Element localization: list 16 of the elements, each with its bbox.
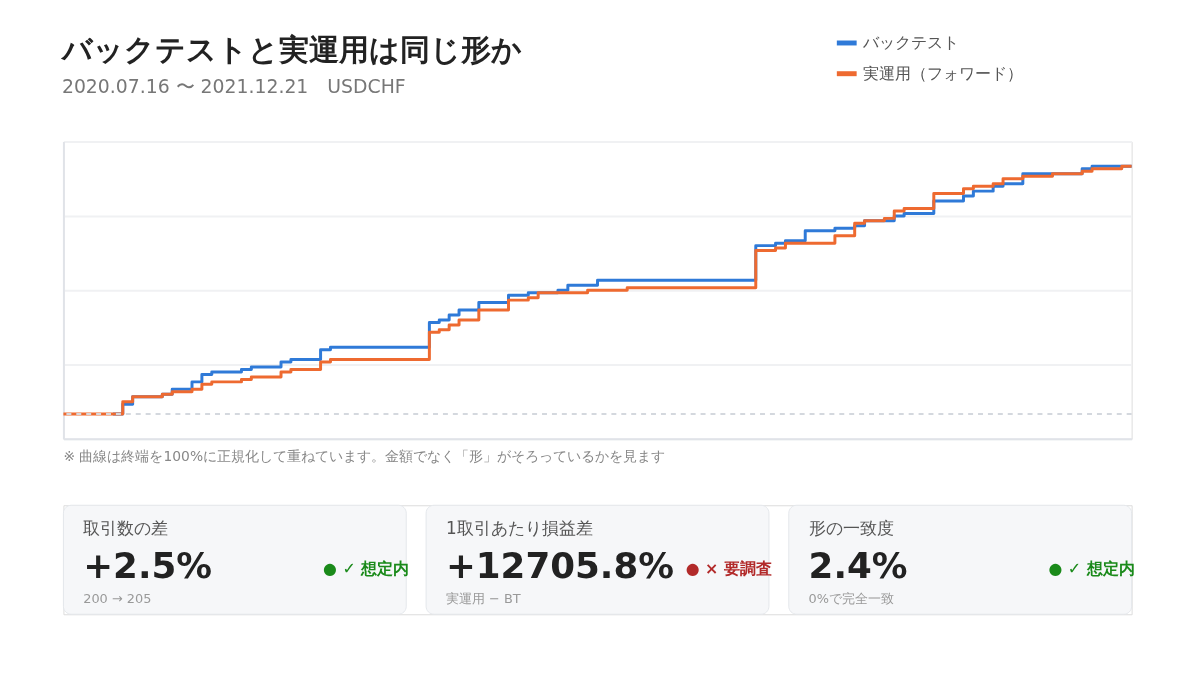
text: ● × 要調査 <box>685 558 772 578</box>
text: ● ✓ 想定内 <box>1048 558 1135 578</box>
text: 形の一致度 <box>808 517 894 538</box>
text: +2.5% <box>83 544 213 586</box>
text: ● ✓ 想定内 <box>323 558 410 578</box>
chart-subtitle: 2020.07.16 〜 2021.12.21 USDCHF <box>61 76 406 98</box>
text: +12705.8% <box>445 544 674 586</box>
chart-title: バックテストと実運用は同じ形か <box>59 32 522 68</box>
text: 取引数の差 <box>83 517 169 538</box>
text: ※ 曲線は終端を100%に正規化して重ねています。金額でなく「形」がそろっているかを見ます <box>63 447 666 464</box>
legend-label: 実運用（フォワード） <box>863 63 1024 83</box>
text: 2.4% <box>808 544 908 586</box>
text: 200 → 205 <box>83 591 152 607</box>
text: 実運用 − BT <box>445 591 521 607</box>
text: 1取引あたり損益差 <box>445 517 593 538</box>
legend-label: バックテスト <box>862 32 960 52</box>
